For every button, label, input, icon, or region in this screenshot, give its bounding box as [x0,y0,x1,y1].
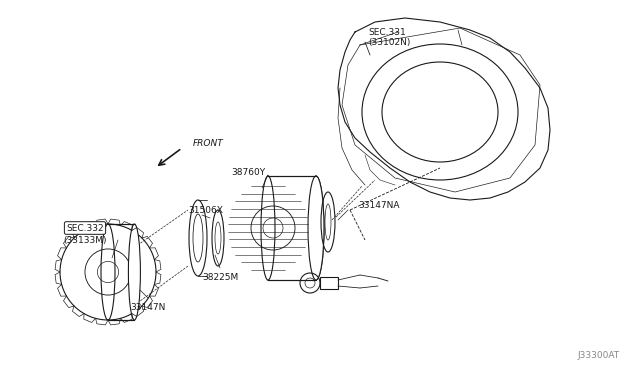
Text: J33300AT: J33300AT [578,350,620,359]
Ellipse shape [261,176,275,280]
Ellipse shape [129,224,140,320]
Ellipse shape [101,224,115,320]
Ellipse shape [308,176,324,280]
Text: (33133M): (33133M) [63,235,107,244]
Text: SEC.332: SEC.332 [66,224,104,232]
Text: 33147NA: 33147NA [358,201,399,209]
Text: (33102N): (33102N) [368,38,410,46]
Text: 38760Y: 38760Y [231,167,265,176]
Ellipse shape [261,176,275,280]
Ellipse shape [308,176,324,280]
Text: 38225M: 38225M [202,273,238,282]
Text: FRONT: FRONT [193,138,224,148]
Text: SEC.331: SEC.331 [368,28,406,36]
Text: 31506X: 31506X [189,205,223,215]
Bar [320,277,338,289]
Text: 33147N: 33147N [131,304,166,312]
FancyBboxPatch shape [220,176,316,280]
